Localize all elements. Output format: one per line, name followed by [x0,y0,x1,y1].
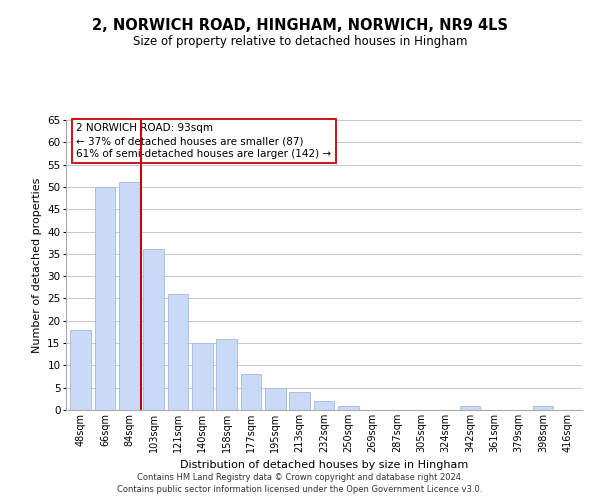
Text: Contains public sector information licensed under the Open Government Licence v3: Contains public sector information licen… [118,485,482,494]
Bar [143,250,164,410]
Bar [70,330,91,410]
Bar [533,406,553,410]
Bar [265,388,286,410]
Text: 2 NORWICH ROAD: 93sqm
← 37% of detached houses are smaller (87)
61% of semi-deta: 2 NORWICH ROAD: 93sqm ← 37% of detached … [76,123,331,160]
Bar [216,338,237,410]
Bar [119,182,140,410]
Text: Contains HM Land Registry data © Crown copyright and database right 2024.: Contains HM Land Registry data © Crown c… [137,472,463,482]
Bar [241,374,262,410]
Bar [460,406,481,410]
Text: 2, NORWICH ROAD, HINGHAM, NORWICH, NR9 4LS: 2, NORWICH ROAD, HINGHAM, NORWICH, NR9 4… [92,18,508,32]
Text: Size of property relative to detached houses in Hingham: Size of property relative to detached ho… [133,35,467,48]
Bar [314,401,334,410]
Bar [192,343,212,410]
Bar [95,187,115,410]
Bar [167,294,188,410]
Bar [289,392,310,410]
Bar [338,406,359,410]
X-axis label: Distribution of detached houses by size in Hingham: Distribution of detached houses by size … [180,460,468,470]
Y-axis label: Number of detached properties: Number of detached properties [32,178,41,352]
